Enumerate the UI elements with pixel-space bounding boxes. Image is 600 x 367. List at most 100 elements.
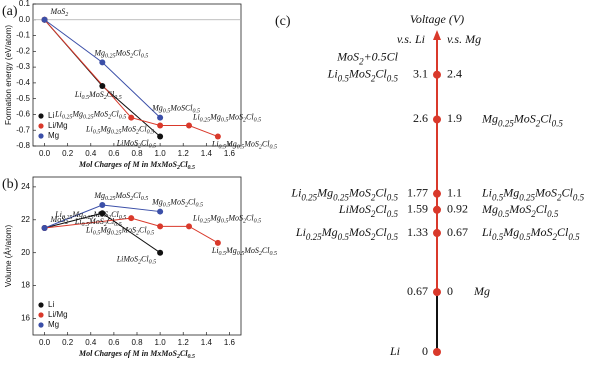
x-tick-label: 0.0 [39, 338, 51, 347]
x-tick-label: 1.4 [201, 338, 213, 347]
x-tick-label: 1.6 [224, 338, 236, 347]
right-label: Li0.5Mg0.5MoS2Cl0.5 [481, 225, 580, 242]
x-tick-label: 1.2 [178, 149, 190, 158]
data-point [186, 122, 192, 129]
x-axis-title: Mol Charges of M in MxMoS2Cl0.5 [78, 160, 195, 172]
data-point [157, 133, 164, 140]
y-tick-label: 20 [21, 248, 30, 257]
panel-label: (c) [275, 14, 291, 29]
point-label: Li0.5Mg0.25MoS2Cl0.5 [85, 225, 154, 237]
li-voltage: 1.33 [407, 225, 428, 239]
point-label: Li0.25Mg0.5MoS2Cl0.5 [192, 112, 261, 124]
y-tick-label: 24 [21, 182, 30, 191]
y-tick-label: -0.4 [16, 78, 30, 87]
panel-label: (a) [2, 4, 18, 19]
point-label: MoS2 [50, 7, 69, 19]
data-point [99, 201, 106, 208]
y-axis-title: Volume (Å³/atom) [4, 225, 13, 288]
data-point [157, 249, 164, 256]
x-tick-label: 0.8 [131, 149, 143, 158]
point-label: Li0.25Mg0.25MoS2Cl0.5 [54, 210, 126, 222]
left-label: LiMoS2Cl0.5 [338, 202, 399, 219]
data-point [99, 210, 106, 217]
data-point [157, 114, 164, 121]
point-label: LiMoS2Cl0.5 [116, 255, 156, 267]
y-tick-label: -0.7 [16, 125, 30, 134]
legend-marker [38, 123, 44, 129]
y-tick-label: 0.0 [19, 15, 31, 24]
left-label: Li0.25Mg0.25MoS2Cl0.5 [290, 185, 398, 202]
mg-voltage: 1.9 [447, 111, 462, 125]
x-tick-label: 0.4 [85, 149, 97, 158]
axis-arrow [433, 30, 441, 40]
x-tick-label: 1.6 [224, 149, 236, 158]
x-tick-label: 0.2 [62, 338, 74, 347]
point-label: LiMoS2Cl0.5 [116, 138, 156, 150]
left-label: Li0.5MoS2Cl0.5 [327, 66, 399, 83]
panel-label: (b) [2, 177, 19, 192]
point-label: Li0.5MoS2Cl0.5 [74, 217, 122, 229]
point-label: MoS2 [50, 215, 69, 227]
point-label: Mg0.25MoS2Cl0.5 [93, 48, 148, 60]
voltage-point [433, 189, 441, 198]
legend-marker [38, 133, 44, 139]
mg-voltage: 0.67 [447, 225, 468, 239]
data-point [186, 223, 192, 230]
x-tick-label: 1.2 [178, 338, 190, 347]
left-label: Li0.25Mg0.5MoS2Cl0.5 [295, 225, 399, 242]
legend-marker [38, 312, 44, 318]
y-tick-label: -0.1 [16, 31, 30, 40]
y-tick-label: -0.3 [16, 62, 30, 71]
point-label: Li0.5Mg0.5MoS2Cl0.5 [211, 246, 277, 258]
data-point [99, 59, 106, 66]
x-tick-label: 0.8 [131, 338, 143, 347]
voltage-point [433, 205, 441, 214]
legend-label: Li [48, 300, 54, 309]
legend-label: Mg [48, 131, 59, 140]
x-tick-label: 0.6 [108, 149, 120, 158]
y-tick-label: 16 [21, 314, 30, 323]
axis-title: Voltage (V) [410, 12, 464, 26]
legend-marker [38, 322, 44, 328]
voltage-point [433, 288, 441, 297]
data-point [128, 215, 135, 222]
mg-voltage: 0 [447, 284, 453, 298]
annotation: MoS2+0.5Cl [336, 49, 399, 66]
mg-voltage: 2.4 [447, 66, 462, 80]
voltage-point [433, 348, 441, 356]
data-point [99, 83, 106, 90]
mg-scale-title: v.s. Mg [447, 32, 481, 46]
x-tick-label: 0.4 [85, 338, 97, 347]
voltage-point [433, 70, 441, 79]
left-label: Li [389, 344, 400, 358]
legend-label: Li/Mg [48, 121, 68, 130]
data-point [157, 122, 164, 129]
series-line [44, 19, 161, 118]
data-point [128, 114, 135, 121]
data-point [214, 133, 221, 140]
mg-voltage: 0.92 [447, 202, 468, 216]
x-tick-label: 1.4 [201, 149, 213, 158]
point-label: Mg0.25MoS2Cl0.5 [93, 191, 148, 203]
point-label: Mg0.5MoS2Cl0.5 [151, 197, 203, 209]
x-tick-label: 1.0 [155, 338, 167, 347]
mg-voltage: 1.1 [447, 185, 462, 199]
data-point [41, 16, 48, 23]
point-label: Li0.25Mg0.25MoS2Cl0.5 [54, 109, 126, 121]
legend-label: Li [48, 111, 54, 120]
y-tick-label: -0.6 [16, 110, 30, 119]
y-tick-label: -0.2 [16, 46, 30, 55]
right-label: Mg0.5MoS2Cl0.5 [481, 202, 559, 219]
li-voltage: 1.77 [407, 185, 428, 199]
li-voltage: 0.67 [407, 284, 428, 298]
voltage-point [433, 229, 441, 238]
legend-marker [38, 113, 44, 119]
right-label: Mg [473, 284, 490, 298]
legend-marker [38, 302, 44, 308]
voltage-point [433, 115, 441, 124]
point-label: Li0.5Mg0.25MoS2Cl0.5 [85, 124, 154, 136]
x-tick-label: 1.0 [155, 149, 167, 158]
data-point [157, 223, 164, 230]
right-label: Mg0.25MoS2Cl0.5 [481, 111, 563, 128]
